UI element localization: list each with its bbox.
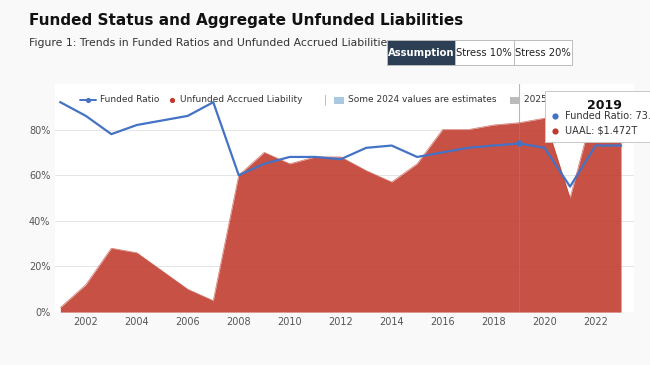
Text: 2019: 2019 bbox=[587, 99, 622, 112]
Text: Assumption: Assumption bbox=[387, 47, 454, 58]
Bar bbox=[334, 96, 344, 104]
Point bbox=[167, 97, 177, 103]
Text: Funded Ratio: Funded Ratio bbox=[100, 96, 159, 104]
Text: UAAL: $1.472T: UAAL: $1.472T bbox=[565, 126, 637, 136]
Text: Stress 10%: Stress 10% bbox=[456, 47, 512, 58]
Point bbox=[550, 114, 560, 119]
Point bbox=[514, 141, 525, 146]
Bar bbox=[510, 96, 520, 104]
Text: |: | bbox=[324, 95, 327, 105]
Point bbox=[83, 97, 93, 103]
Text: Funded Status and Aggregate Unfunded Liabilities: Funded Status and Aggregate Unfunded Lia… bbox=[29, 13, 463, 28]
Text: Funded Ratio: 73.9%: Funded Ratio: 73.9% bbox=[565, 111, 650, 121]
Text: Some 2024 values are estimates: Some 2024 values are estimates bbox=[348, 96, 497, 104]
Text: Stress 20%: Stress 20% bbox=[515, 47, 571, 58]
Text: Figure 1: Trends in Funded Ratios and Unfunded Accrued Liabilities: Figure 1: Trends in Funded Ratios and Un… bbox=[29, 38, 393, 48]
Text: 2025 Projection: 2025 Projection bbox=[524, 96, 595, 104]
Text: Unfunded Accrued Liability: Unfunded Accrued Liability bbox=[180, 96, 302, 104]
Point bbox=[550, 128, 560, 134]
